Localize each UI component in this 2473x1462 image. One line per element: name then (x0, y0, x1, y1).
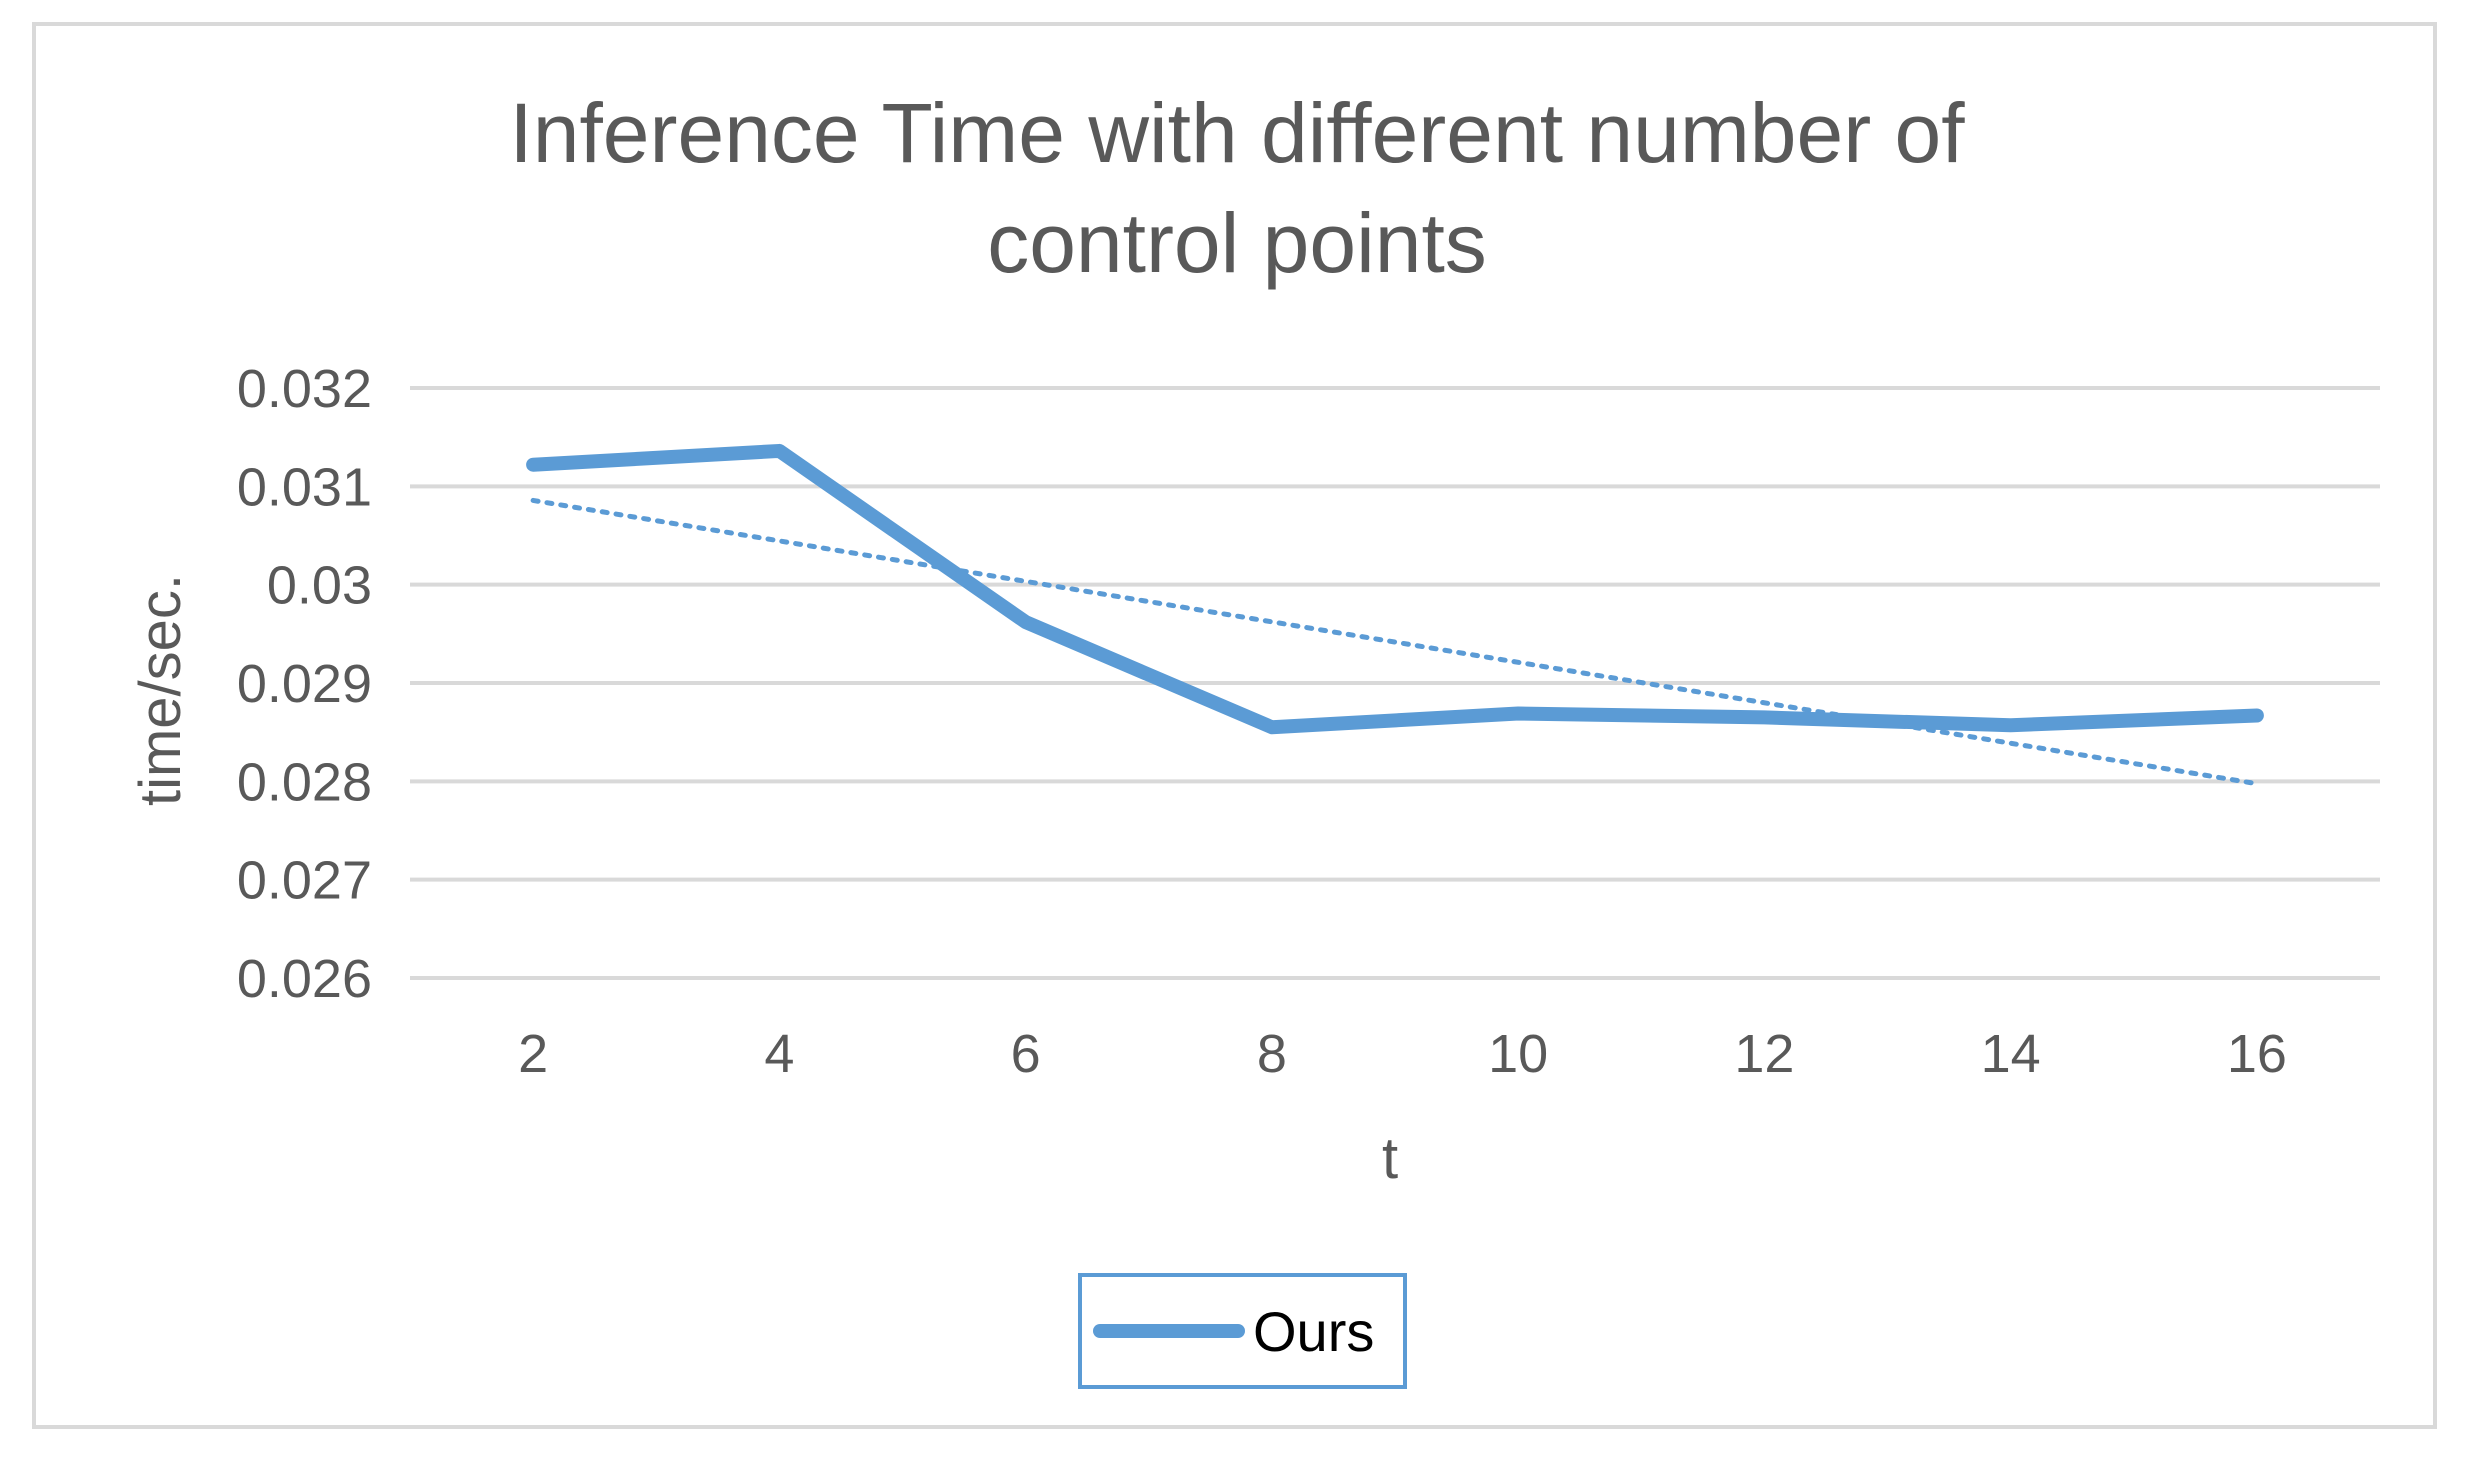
y-tick-label: 0.031 (237, 457, 372, 517)
y-axis-ticks: 0.032 0.031 0.03 0.029 0.028 0.027 0.026 (237, 359, 372, 1009)
series-group (526, 443, 2264, 735)
x-tick-label: 8 (1257, 1024, 1287, 1084)
x-tick-label: 14 (1981, 1024, 2041, 1084)
trendline-group (530, 497, 2260, 787)
x-axis-ticks: 2 4 6 8 10 12 14 16 (518, 1024, 2287, 1084)
y-tick-label: 0.027 (237, 851, 372, 911)
x-tick-label: 16 (2227, 1024, 2287, 1084)
x-axis-label: t (1382, 1126, 1398, 1191)
legend[interactable]: Ours (1078, 1273, 1407, 1389)
x-tick-label: 12 (1734, 1024, 1794, 1084)
y-tick-label: 0.03 (267, 556, 372, 616)
x-tick-label: 10 (1488, 1024, 1548, 1084)
gridlines (410, 386, 2380, 980)
y-tick-label: 0.028 (237, 752, 372, 812)
series-line-ours (526, 443, 2264, 735)
x-tick-label: 6 (1011, 1024, 1041, 1084)
y-axis-label: time/sec. (128, 574, 193, 806)
x-tick-label: 4 (764, 1024, 794, 1084)
x-tick-label: 2 (518, 1024, 548, 1084)
y-tick-label: 0.026 (237, 949, 372, 1009)
y-tick-label: 0.029 (237, 654, 372, 714)
chart-title-line-2: control points (987, 196, 1487, 290)
chart-title-line-1: Inference Time with different number of (509, 86, 1965, 180)
legend-label-ours: Ours (1253, 1300, 1374, 1363)
trendline (530, 497, 2260, 787)
y-tick-label: 0.032 (237, 359, 372, 419)
